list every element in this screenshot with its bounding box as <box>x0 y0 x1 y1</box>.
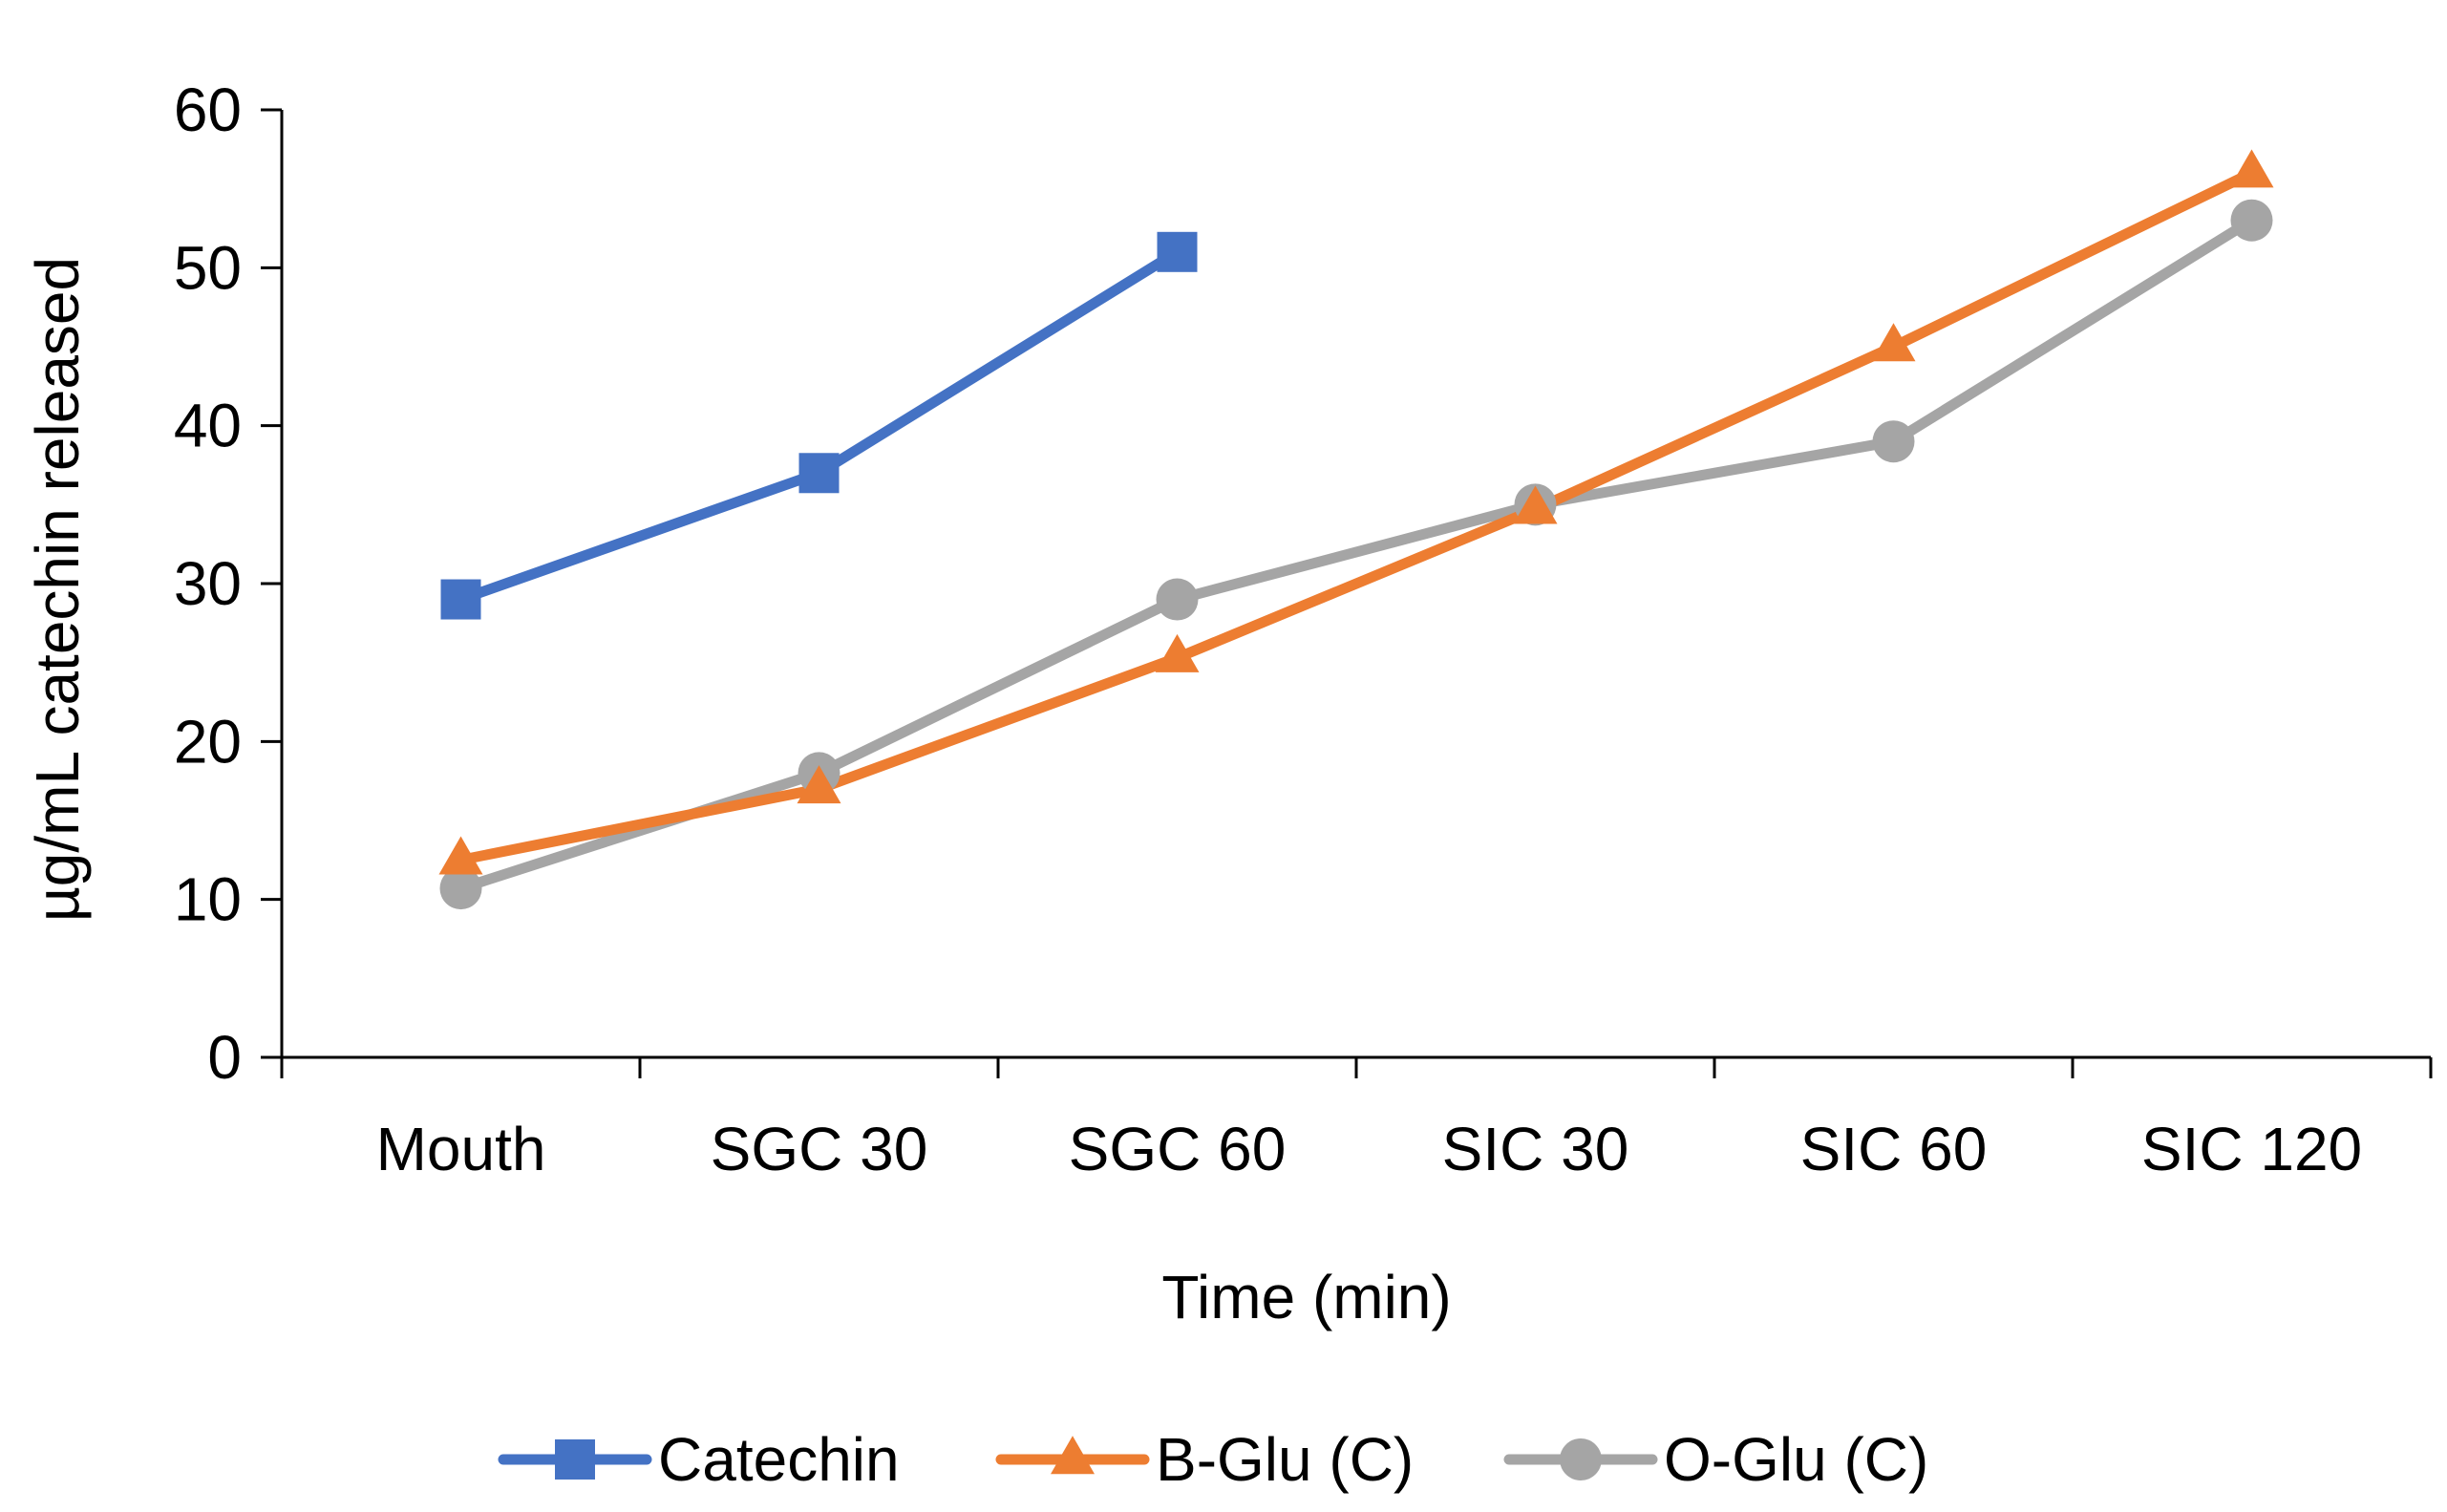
y-tick-label: 50 <box>174 233 242 302</box>
series-lines <box>456 167 2257 894</box>
legend-marker-catechin <box>555 1439 595 1480</box>
data-point-catechin <box>1157 231 1198 272</box>
x-tick-label: SGC 30 <box>711 1115 928 1183</box>
x-tick-label: SIC 30 <box>1442 1115 1629 1183</box>
y-tick-label: 10 <box>174 865 242 934</box>
data-point-o-glu-c <box>1872 420 1915 463</box>
data-point-o-glu-c <box>1156 578 1199 621</box>
y-tick-label: 20 <box>174 707 242 776</box>
data-point-b-glu-c <box>1155 633 1200 672</box>
data-point-o-glu-c <box>2230 199 2273 242</box>
data-point-o-glu-c <box>439 867 482 910</box>
legend-label-b-glu-c: B-Glu (C) <box>1156 1425 1414 1494</box>
x-tick-label: SIC 120 <box>2141 1115 2362 1183</box>
x-axis-title: Time (min) <box>1161 1263 1451 1331</box>
legend-label-o-glu-c: O-Glu (C) <box>1664 1425 1928 1494</box>
data-point-b-glu-c <box>1871 323 1916 362</box>
y-tick-label: 40 <box>174 392 242 460</box>
y-tick-label: 30 <box>174 549 242 618</box>
data-point-b-glu-c <box>438 836 483 875</box>
x-tick-label: SGC 60 <box>1069 1115 1287 1183</box>
legend: Catechin B-Glu (C) O-Glu (C) <box>498 1425 1928 1494</box>
series-line-b-glu-c <box>456 167 2257 865</box>
legend-marker-o-glu-c <box>1560 1438 1602 1480</box>
x-tick-label: SIC 60 <box>1800 1115 1988 1183</box>
data-point-b-glu-c <box>797 765 841 804</box>
legend-label-catechin: Catechin <box>658 1425 900 1494</box>
series-line-o-glu-c <box>456 215 2257 894</box>
y-tick-label: 60 <box>174 75 242 144</box>
x-tick-label: Mouth <box>376 1115 546 1183</box>
data-point-b-glu-c <box>2229 149 2274 188</box>
data-point-catechin <box>798 453 840 494</box>
data-point-catechin <box>440 579 481 620</box>
y-axis-title: µg/mL catechin released <box>23 257 92 922</box>
legend-marker-b-glu-c <box>1051 1436 1095 1475</box>
series-markers <box>438 149 2274 910</box>
axes: 0 10 20 30 40 50 60 Mouth SGC 30 SGC 60 SIC 30 SIC … <box>174 75 2433 1183</box>
data-point-b-glu-c <box>1513 485 1558 524</box>
y-tick-label: 0 <box>207 1023 242 1092</box>
series-line-catechin <box>456 246 1182 606</box>
